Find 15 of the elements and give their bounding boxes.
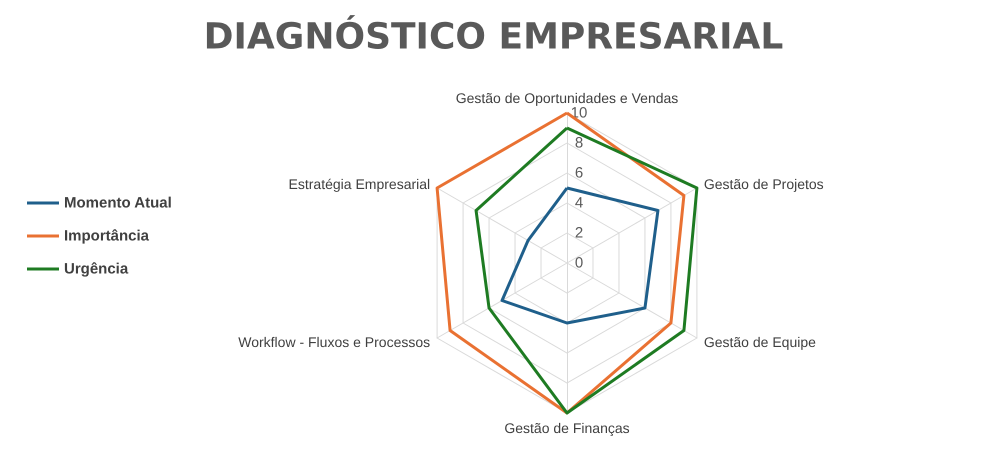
legend-label: Momento Atual	[64, 194, 172, 212]
y-tick-label: 4	[574, 194, 584, 212]
spoke-label: Gestão de Finanças	[504, 420, 630, 436]
spoke-label: Gestão de Oportunidades e Vendas	[456, 90, 678, 106]
y-tick-label: 2	[574, 224, 584, 242]
spoke-label: Gestão de Equipe	[704, 334, 816, 350]
y-tick-label: 0	[574, 254, 584, 272]
y-tick-label: 8	[574, 134, 584, 152]
spoke-label: Gestão de Projetos	[704, 176, 824, 192]
legend-label: Urgência	[64, 260, 129, 278]
spoke-label: Workflow - Fluxos e Processos	[238, 334, 430, 350]
spoke-label: Estratégia Empresarial	[288, 176, 430, 192]
chart-title: DIAGNÓSTICO EMPRESARIAL	[204, 14, 784, 58]
y-tick-label: 6	[574, 164, 584, 182]
legend-label: Importância	[64, 228, 150, 244]
